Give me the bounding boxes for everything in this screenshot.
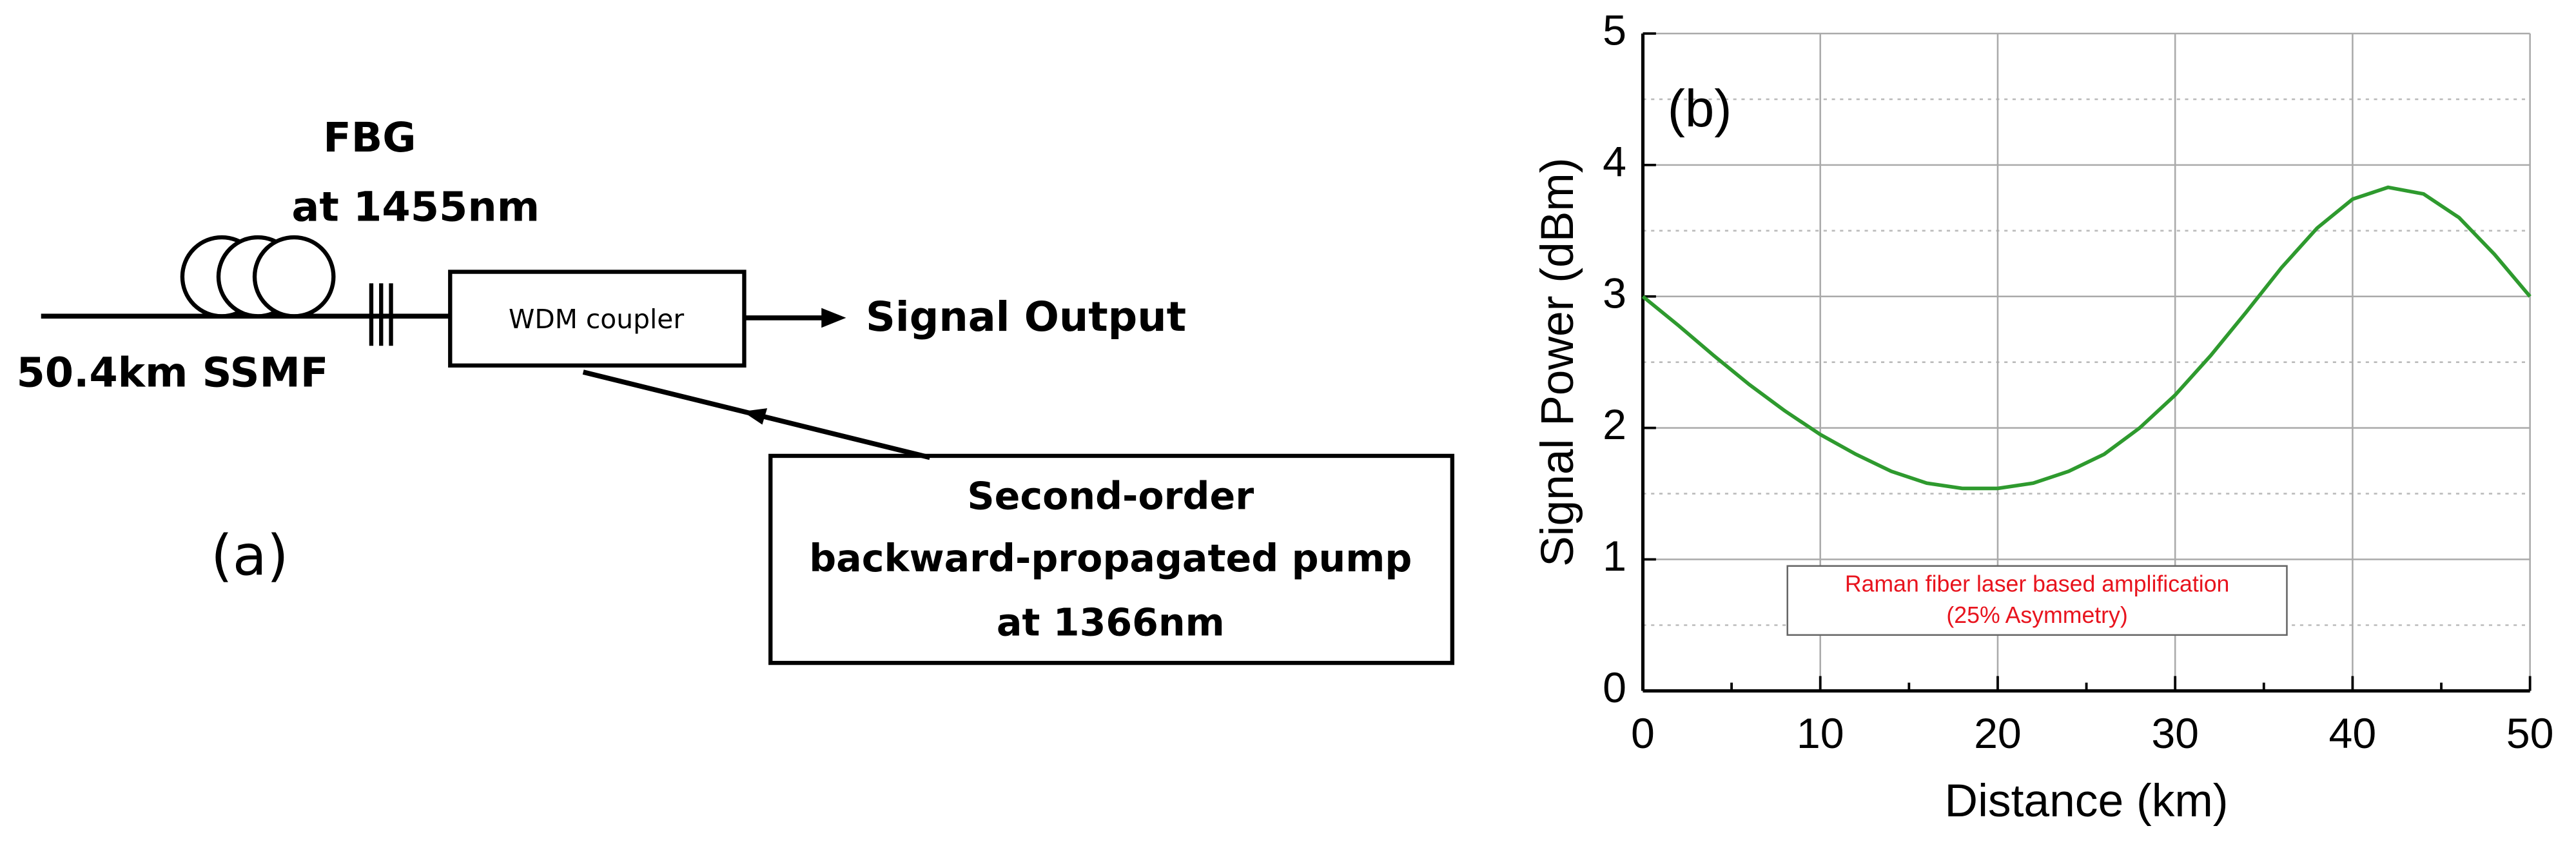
setup-diagram: FBG at 1455nm 50.4km SSMF WDM coupler Si…: [16, 114, 1455, 665]
pump-label: backward-propagated pump: [809, 536, 1412, 580]
annotation: (25% Asymmetry): [1946, 602, 2127, 628]
arrow-head: [742, 408, 768, 425]
fbg-label: FBG: [323, 114, 416, 162]
pump-label: Second-order: [967, 474, 1254, 518]
x-tick-label: 30: [2151, 710, 2199, 758]
x-tick-label: 20: [1974, 710, 2022, 758]
panel-label: (a): [211, 524, 289, 588]
panel-label: (b): [1668, 79, 1732, 138]
output-label: Signal Output: [866, 293, 1186, 341]
x-tick-label: 40: [2329, 710, 2377, 758]
x-axis-title: Distance (km): [1945, 775, 2229, 827]
y-tick-label: 0: [1603, 664, 1626, 712]
data-line: [1641, 185, 2532, 491]
y-tick-label: 3: [1603, 270, 1626, 317]
y-tick-label: 5: [1603, 7, 1626, 55]
pump-label: at 1366nm: [997, 601, 1225, 645]
x-tick-label: 0: [1631, 710, 1655, 758]
fiber-coil: [252, 235, 336, 319]
y-tick-label: 4: [1603, 138, 1626, 186]
arrow-head: [821, 308, 846, 328]
x-tick-label: 50: [2506, 710, 2554, 758]
annotation: Raman fiber laser based amplification: [1845, 571, 2230, 597]
x-tick-label: 10: [1797, 710, 1844, 758]
fbg-label: at 1455nm: [291, 183, 540, 231]
annotation-box: [1786, 565, 2288, 636]
pump-box: [768, 453, 1455, 665]
y-axis-title: Signal Power (dBm): [1532, 158, 1583, 567]
y-tick-label: 2: [1603, 401, 1626, 449]
y-tick-label: 1: [1603, 533, 1626, 580]
coupler-label: WDM coupler: [509, 304, 684, 335]
fiber-label: 50.4km SSMF: [16, 349, 328, 397]
